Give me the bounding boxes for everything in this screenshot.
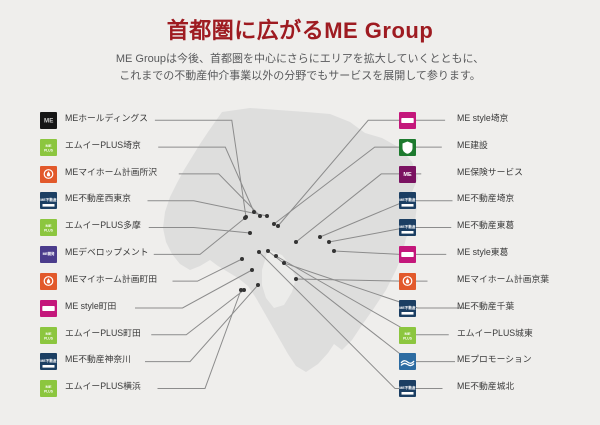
svg-text:ME不動産: ME不動産 (399, 224, 416, 229)
svg-text:ME: ME (46, 223, 52, 228)
svg-text:ME: ME (403, 172, 412, 178)
svg-text:PLUS: PLUS (44, 336, 54, 340)
svg-text:ME不動産: ME不動産 (399, 385, 416, 390)
svg-text:ME: ME (44, 117, 53, 124)
svg-text:ME: ME (46, 331, 52, 336)
svg-text:ME: ME (46, 384, 52, 389)
svg-text:PLUS: PLUS (44, 229, 54, 233)
svg-text:ME不動産: ME不動産 (399, 197, 416, 202)
svg-text:ME不動産: ME不動産 (40, 358, 57, 363)
svg-text:PLUS: PLUS (44, 148, 54, 152)
svg-text:ME: ME (405, 331, 411, 336)
svg-text:ME不動産: ME不動産 (399, 305, 416, 310)
svg-text:ME開発: ME開発 (43, 251, 55, 256)
svg-text:PLUS: PLUS (403, 336, 413, 340)
svg-text:ME不動産: ME不動産 (40, 197, 57, 202)
svg-text:ME: ME (46, 143, 52, 148)
svg-text:PLUS: PLUS (44, 390, 54, 394)
